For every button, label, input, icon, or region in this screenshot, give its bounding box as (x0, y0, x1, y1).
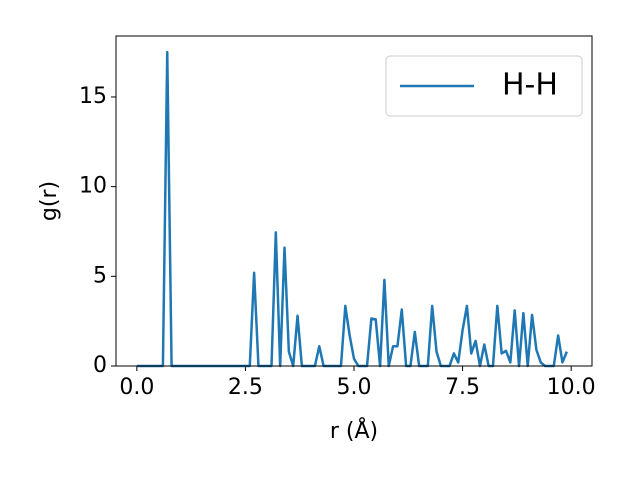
x-tick-label: 10.0 (547, 375, 596, 400)
y-axis-label: g(r) (37, 181, 62, 221)
x-tick-label: 7.5 (445, 375, 480, 400)
y-tick-label: 0 (93, 353, 107, 378)
plot-frame (115, 35, 593, 367)
y-tick-label: 10 (79, 174, 107, 199)
x-tick-label: 0.0 (119, 375, 154, 400)
x-axis-label: r (Å) (330, 417, 378, 444)
y-tick-label: 15 (79, 84, 107, 109)
legend-label: H-H (502, 68, 558, 103)
legend-box (385, 55, 583, 117)
x-tick-label: 2.5 (228, 375, 263, 400)
y-tick-label: 5 (93, 263, 107, 288)
x-tick-label: 5.0 (337, 375, 372, 400)
